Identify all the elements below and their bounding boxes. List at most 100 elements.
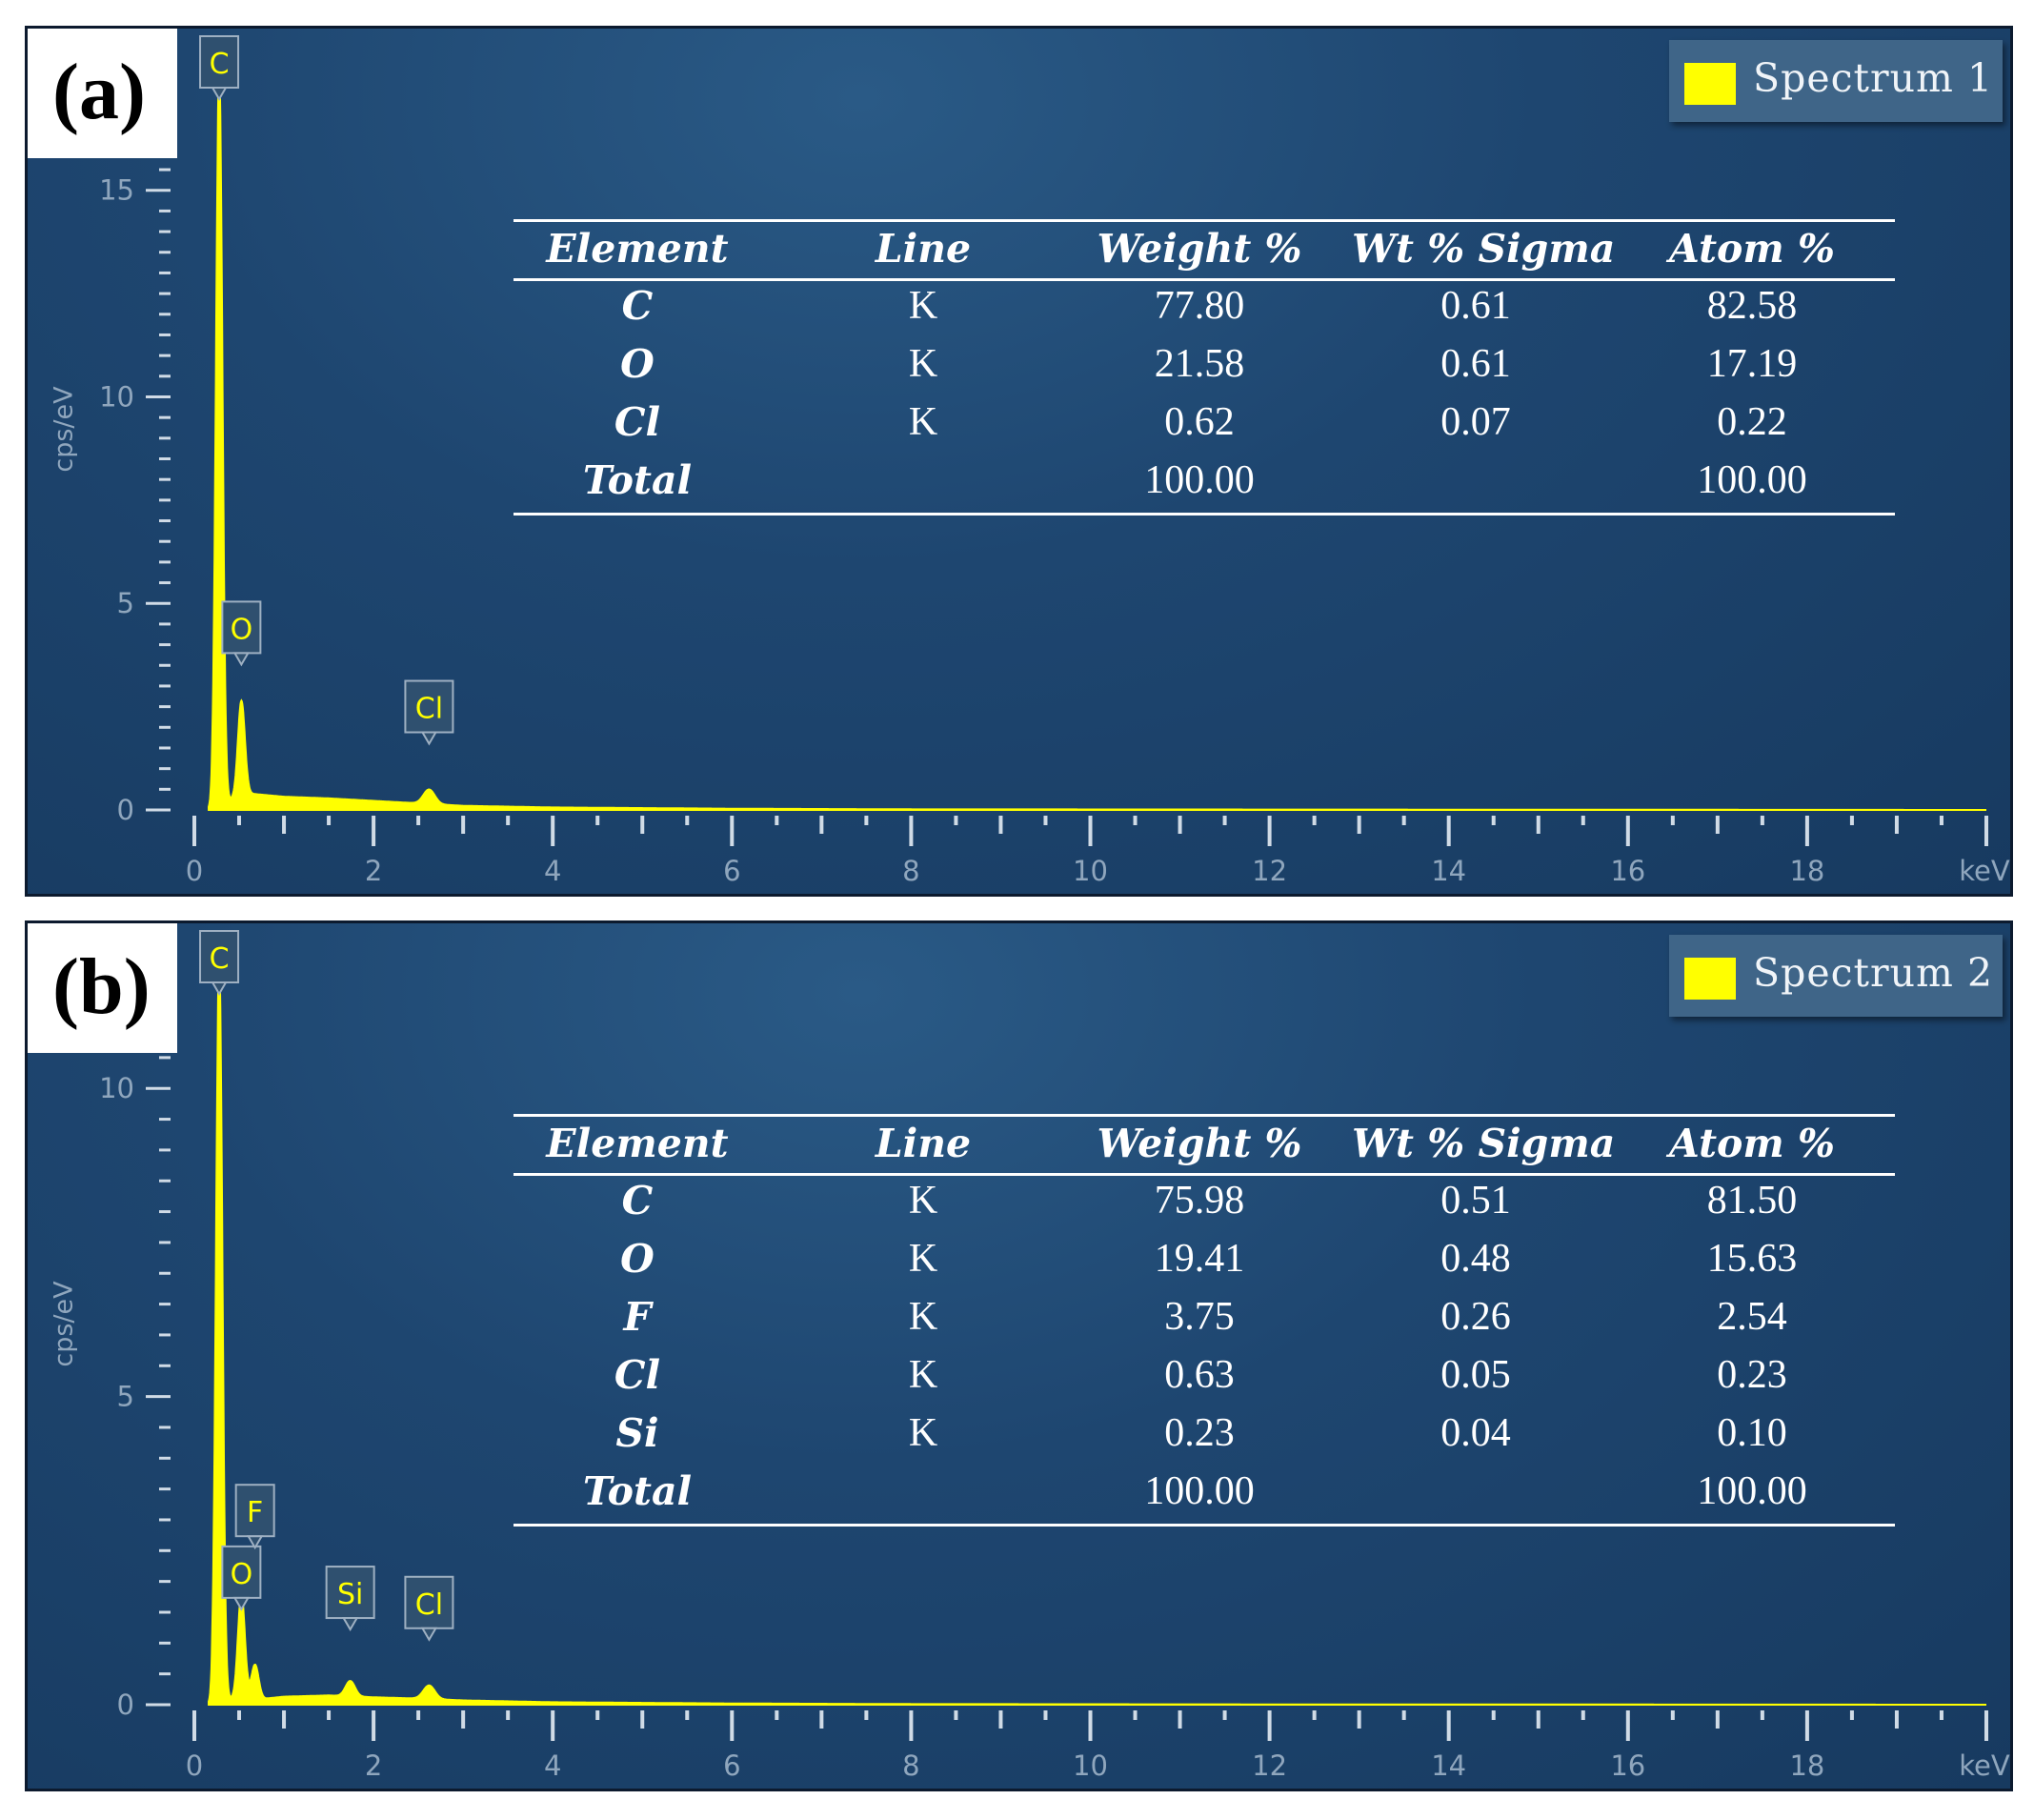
x-tick-label: 10 [1073, 1749, 1108, 1782]
table-element-cell: O [620, 1236, 655, 1282]
x-tick-label: 0 [186, 855, 203, 887]
spectrum-panel-a: 0 5 10 15 0 2 4 6 8 10 12 14 16 18 keV C O Cl (a) Spectru… [25, 26, 2013, 897]
y-tick-label: 5 [117, 587, 134, 619]
table-bottom-rule [514, 513, 1895, 516]
y-tick-label: 10 [99, 380, 134, 413]
table-value-cell: K [908, 1411, 938, 1455]
y-tick-label: 0 [117, 794, 134, 826]
peak-label-box [199, 930, 240, 983]
table-value-cell: 0.61 [1440, 284, 1511, 328]
table-value-cell: 0.23 [1717, 1353, 1787, 1397]
panel-label-a: (a) [28, 29, 177, 158]
table-value-cell: 0.04 [1440, 1411, 1511, 1455]
table-value-cell: 2.54 [1717, 1295, 1787, 1339]
table-element-cell: Cl [614, 1352, 661, 1398]
x-tick-label: 2 [365, 855, 382, 887]
legend-swatch [1684, 958, 1736, 1000]
table-element-cell: Si [615, 1410, 659, 1456]
panel-label-text: (b) [52, 942, 151, 1031]
table-value-cell: 75.98 [1154, 1179, 1245, 1223]
table-value-cell: 0.10 [1717, 1411, 1787, 1455]
legend-swatch [1684, 63, 1736, 105]
x-tick-label: 12 [1252, 855, 1287, 887]
table-bottom-rule [514, 1524, 1895, 1527]
x-axis-unit: keV [1959, 855, 2010, 887]
x-tick-label: 14 [1431, 855, 1466, 887]
peak-label-box [325, 1566, 375, 1620]
table-value-cell: 0.07 [1440, 400, 1511, 444]
spectrum-series [207, 960, 1986, 1706]
x-tick-label: 0 [186, 1749, 203, 1782]
panel-label-text: (a) [52, 48, 146, 136]
table-header-cell: Atom % [1669, 1121, 1835, 1166]
x-tick-label: 12 [1252, 1749, 1287, 1782]
table-value-cell: K [908, 1295, 938, 1339]
table-value-cell: 0.48 [1440, 1237, 1511, 1281]
peak-label-o: O [221, 600, 262, 667]
table-value-cell: 0.26 [1440, 1295, 1511, 1339]
table-element-cell: Total [582, 1468, 693, 1514]
peak-label-pointer [341, 1617, 359, 1632]
peak-label-box [404, 1575, 454, 1629]
peak-label-pointer [211, 981, 228, 996]
table-top-rule [514, 1114, 1895, 1117]
table-element-cell: Cl [614, 399, 661, 445]
peak-label-cl: Cl [404, 1575, 454, 1642]
peak-label-text: C [210, 48, 230, 81]
table-value-cell: K [908, 342, 938, 386]
x-axis-unit: keV [1959, 1749, 2010, 1782]
table-header-rule [514, 278, 1895, 281]
peak-label-c: C [199, 35, 240, 101]
table-value-cell: 0.61 [1440, 342, 1511, 386]
peak-label-box [404, 679, 454, 734]
x-tick-label: 8 [902, 855, 919, 887]
peak-label-text: F [247, 1496, 263, 1529]
table-header-rule [514, 1173, 1895, 1176]
x-tick-label: 8 [902, 1749, 919, 1782]
table-header-cell: Weight % [1097, 226, 1302, 272]
table-value-cell: 3.75 [1164, 1295, 1235, 1339]
table-value-cell: 77.80 [1154, 284, 1245, 328]
table-value-cell: 21.58 [1154, 342, 1245, 386]
peak-label-si: Si [325, 1566, 375, 1632]
legend-b: Spectrum 2 [1669, 935, 2003, 1017]
table-header-cell: Element [546, 1121, 729, 1166]
legend-a: Spectrum 1 [1669, 40, 2003, 122]
x-tick-label: 4 [544, 1749, 561, 1782]
table-value-cell: 100.00 [1144, 458, 1255, 502]
x-tick-label: 10 [1073, 855, 1108, 887]
peak-label-box [234, 1484, 275, 1538]
table-value-cell: 0.22 [1717, 400, 1787, 444]
table-value-cell: 0.23 [1164, 1411, 1235, 1455]
table-value-cell: K [908, 1237, 938, 1281]
table-element-cell: Total [582, 457, 693, 503]
peak-label-text: O [231, 1558, 253, 1591]
table-value-cell: K [908, 400, 938, 444]
table-value-cell: 100.00 [1144, 1469, 1255, 1513]
x-tick-label: 16 [1610, 1749, 1645, 1782]
peak-label-f: F [234, 1484, 275, 1550]
peak-label-text: Cl [415, 1588, 443, 1622]
table-element-cell: O [620, 341, 655, 387]
table-element-cell: F [623, 1294, 652, 1340]
table-value-cell: 0.63 [1164, 1353, 1235, 1397]
panel-label-b: (b) [28, 923, 177, 1053]
x-tick-label: 16 [1610, 855, 1645, 887]
table-value-cell: 15.63 [1706, 1237, 1798, 1281]
table-value-cell: 100.00 [1697, 1469, 1807, 1513]
peak-label-pointer [232, 652, 251, 667]
peak-label-text: Si [337, 1578, 363, 1611]
table-header-cell: Wt % Sigma [1352, 226, 1616, 272]
peak-label-text: O [231, 613, 253, 646]
peak-label-pointer [246, 1535, 264, 1550]
y-tick-label: 5 [117, 1381, 134, 1413]
x-tick-label: 14 [1431, 1749, 1466, 1782]
table-top-rule [514, 219, 1895, 222]
x-tick-label: 6 [723, 1749, 740, 1782]
table-value-cell: 100.00 [1697, 458, 1807, 502]
peak-label-pointer [420, 731, 438, 746]
legend-series-name: Spectrum 2 [1753, 950, 1994, 996]
table-value-cell: 82.58 [1706, 284, 1798, 328]
table-value-cell: 0.62 [1164, 400, 1235, 444]
